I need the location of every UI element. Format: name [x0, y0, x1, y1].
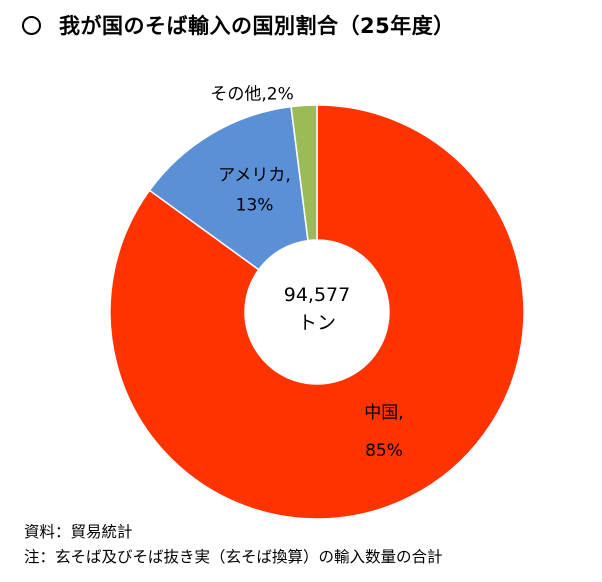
center-total-value: 94,577: [284, 284, 350, 306]
slice-1: [148, 105, 309, 271]
slice-label-2-line-0: その他,2%: [210, 85, 293, 105]
source-note: 資料：貿易統計: [24, 523, 133, 541]
donut-slices: [109, 104, 525, 520]
center-label: 94,577 トン: [284, 284, 350, 334]
donut-chart: 中国, 85% アメリカ, 13% その他,2% 94,577 トン: [109, 85, 525, 520]
chart-title: 我が国のそば輸入の国別割合（25年度）: [22, 10, 455, 40]
circle-bullet-icon: [22, 16, 41, 35]
slice-label-0-line-0: 中国,: [364, 403, 403, 423]
slice-label-1-line-1: 13%: [236, 196, 274, 216]
method-note: 注：玄そば及びそば抜き実（玄そば換算）の輸入数量の合計: [24, 548, 443, 566]
slice-2: [290, 104, 318, 242]
center-total-unit: トン: [298, 312, 336, 334]
chart-title-text: 我が国のそば輸入の国別割合（25年度）: [59, 14, 455, 38]
slice-label-0-line-1: 85%: [365, 441, 403, 461]
slice-label-1-line-0: アメリカ,: [218, 166, 291, 186]
slice-0: [109, 104, 525, 520]
footnotes: 資料：貿易統計 注：玄そば及びそば抜き実（玄そば換算）の輸入数量の合計: [24, 520, 443, 570]
slice-labels: 中国, 85% アメリカ, 13% その他,2%: [210, 85, 403, 461]
